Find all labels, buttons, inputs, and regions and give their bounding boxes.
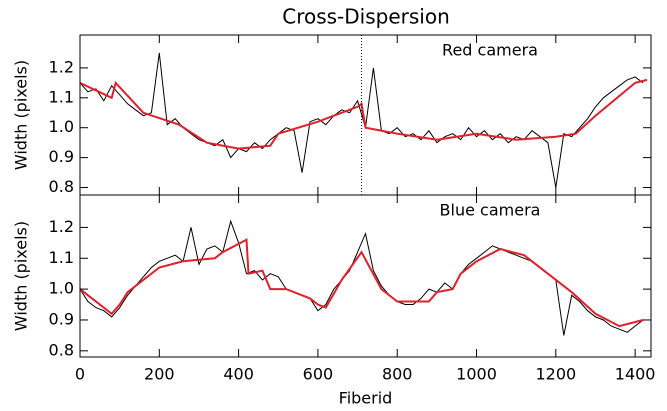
y-tick-label: 1.0 [49, 117, 74, 136]
y-tick-label: 1.2 [49, 57, 74, 76]
annotation: Blue camera [440, 201, 541, 220]
x-axis-label: Fiberid [339, 389, 393, 408]
x-tick-label: 600 [303, 365, 334, 384]
y-tick-label: 0.9 [49, 309, 74, 328]
y-tick-label: 1.1 [49, 87, 74, 106]
data-line [80, 78, 648, 150]
y-tick-label: 1.1 [49, 248, 74, 267]
y-tick-label: 0.8 [49, 340, 74, 359]
x-tick-label: 0 [75, 365, 85, 384]
plot-frame [79, 194, 652, 358]
data-line [80, 52, 644, 188]
x-tick-label: 200 [144, 365, 175, 384]
y-tick-label: 0.8 [49, 177, 74, 196]
x-tick-label: 1200 [535, 365, 576, 384]
y-tick-label: 1.0 [49, 279, 74, 298]
annotation: Red camera [442, 41, 538, 60]
y-axis-label: Width (pixels) [12, 221, 31, 331]
y-axis-label: Width (pixels) [12, 60, 31, 170]
y-tick-label: 1.2 [49, 217, 74, 236]
data-line [80, 238, 644, 328]
x-tick-label: 1000 [456, 365, 497, 384]
x-tick-label: 1400 [615, 365, 656, 384]
x-tick-label: 400 [223, 365, 254, 384]
data-line [80, 219, 644, 336]
chart-title: Cross-Dispersion [282, 5, 450, 29]
y-tick-label: 0.9 [49, 147, 74, 166]
x-tick-label: 800 [382, 365, 413, 384]
